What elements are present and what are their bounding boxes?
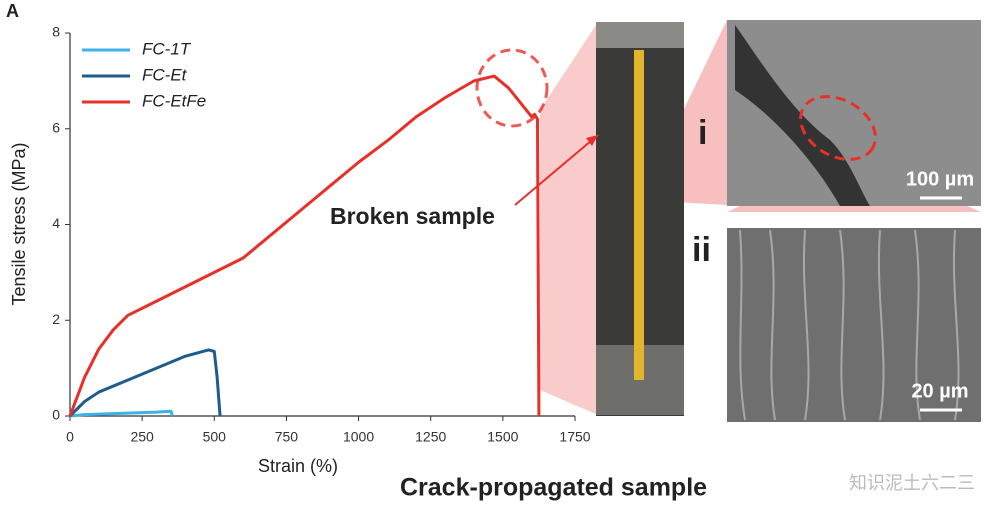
legend-label: FC-Et [142, 65, 188, 84]
highlight-ellipse [475, 48, 549, 128]
clamp [596, 22, 684, 48]
series-line [69, 409, 174, 418]
x-tick-label: 250 [130, 429, 154, 445]
y-tick-label: 2 [52, 311, 60, 327]
annotation: Crack-propagated sample [400, 474, 707, 502]
highlight-ellipse [799, 95, 877, 161]
panel-label: A [6, 1, 19, 21]
x-tick-label: 500 [203, 429, 227, 445]
series-line [68, 74, 541, 417]
arrow-head [586, 135, 598, 146]
sem-image-ii [727, 228, 981, 422]
sample-strip [634, 50, 644, 380]
x-tick-label: 1000 [343, 429, 374, 445]
legend-label: FC-EtFe [142, 91, 206, 110]
legend-label: FC-1T [142, 39, 192, 58]
x-tick-label: 1250 [415, 429, 446, 445]
x-tick-label: 750 [275, 429, 299, 445]
crack [735, 25, 870, 206]
y-tick-label: 8 [52, 24, 60, 40]
arrow [514, 134, 599, 206]
y-tick-label: 6 [52, 119, 60, 135]
inset-label: i [698, 114, 707, 152]
scale-label: 20 µm [911, 380, 968, 402]
fibers [739, 229, 960, 421]
watermark: 知识泥土六二三 [849, 473, 975, 493]
series-line [68, 348, 222, 418]
y-tick-label: 0 [52, 407, 60, 423]
scale-label: 100 µm [906, 168, 974, 190]
x-tick-label: 1750 [559, 429, 590, 445]
zoom-wedge [540, 22, 598, 415]
inset-label: ii [692, 231, 711, 269]
x-tick-label: 1500 [487, 429, 518, 445]
x-tick-label: 0 [66, 429, 74, 445]
annotation: Broken sample [330, 203, 495, 229]
y-axis-label: Tensile stress (MPa) [9, 142, 29, 305]
x-axis-label: Strain (%) [258, 456, 338, 476]
y-tick-label: 4 [52, 215, 60, 231]
